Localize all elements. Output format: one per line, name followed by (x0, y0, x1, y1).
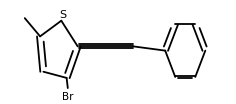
Text: S: S (59, 10, 66, 20)
Text: Br: Br (62, 92, 74, 102)
